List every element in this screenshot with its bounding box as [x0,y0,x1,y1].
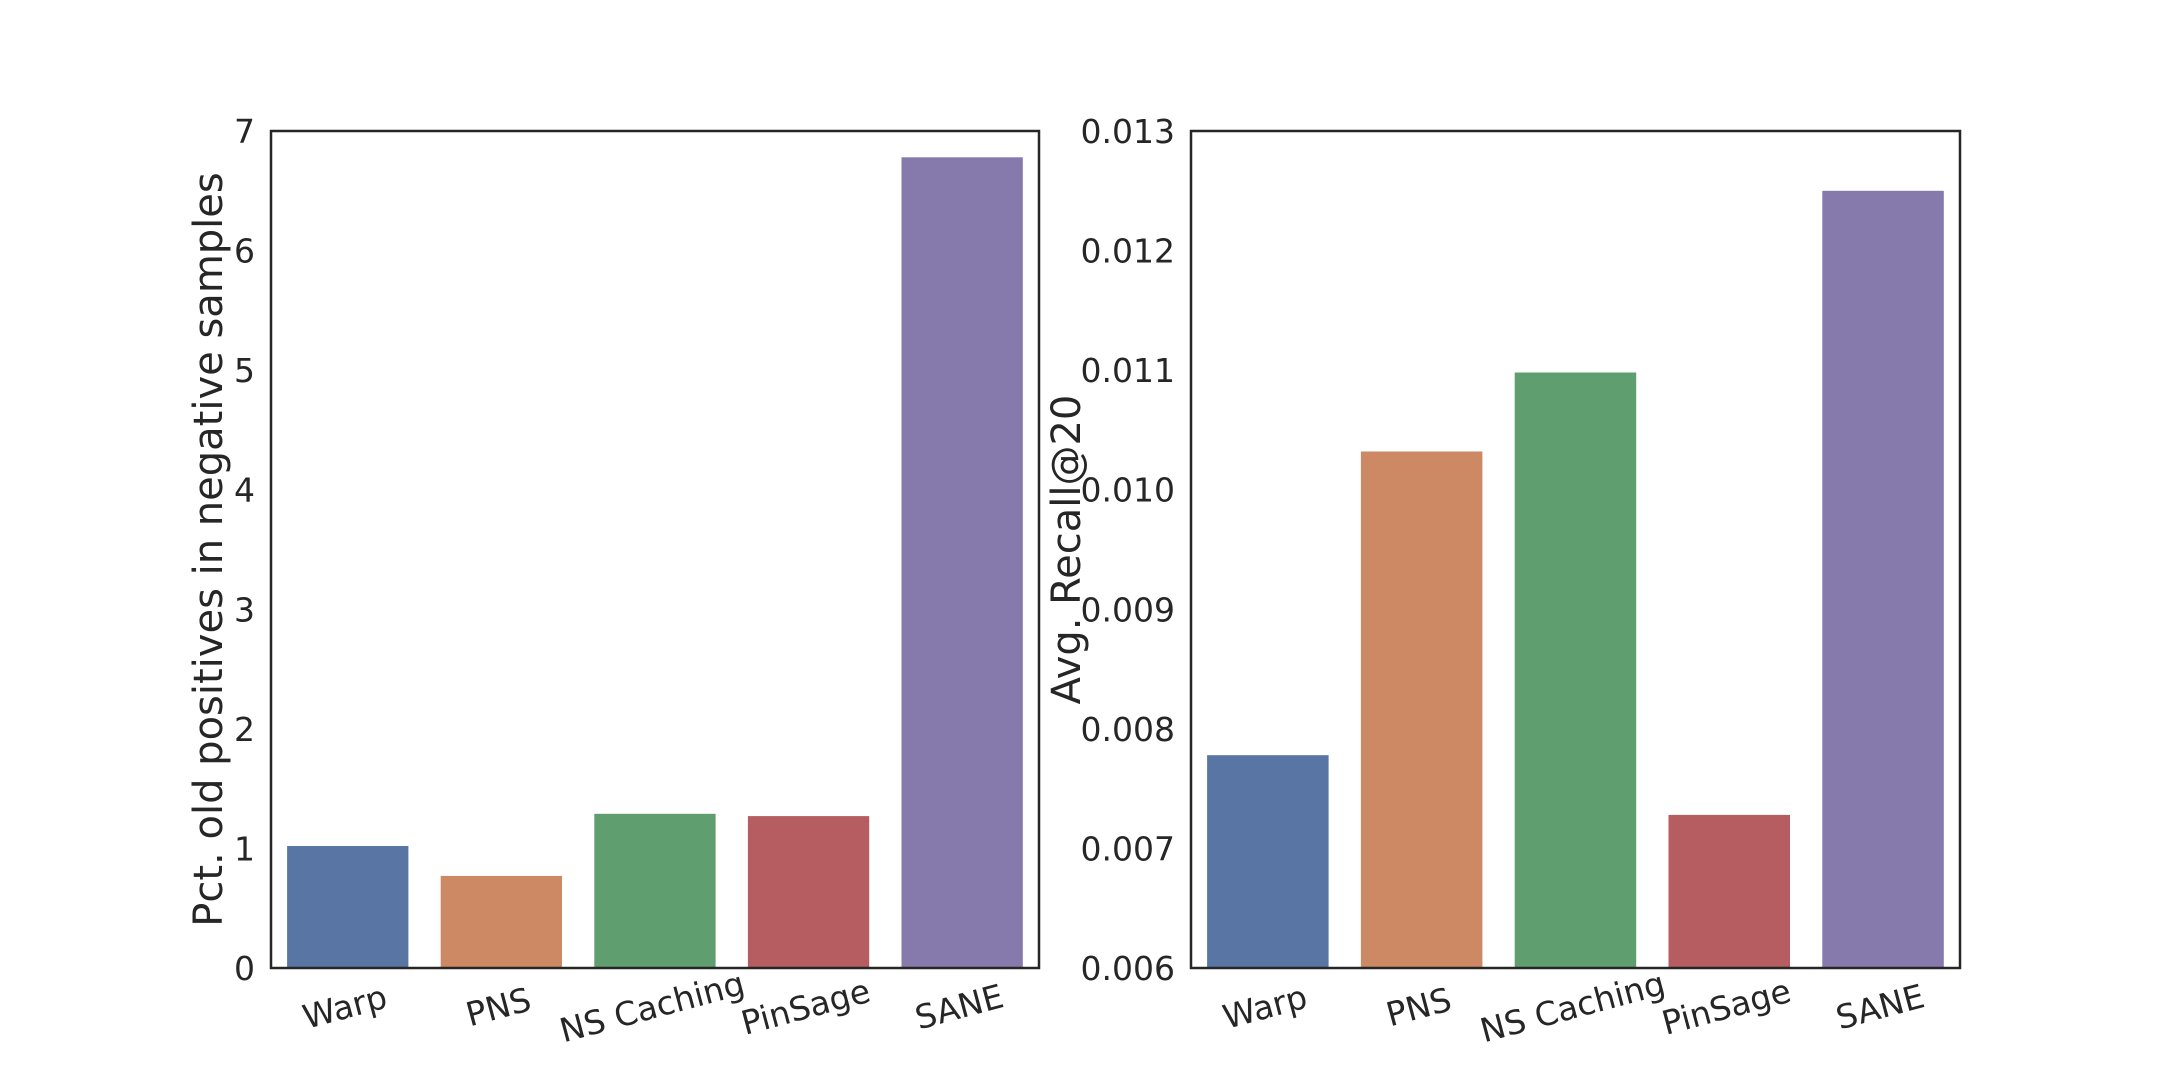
y-tick-label: 3 [234,590,255,629]
bar-sane [901,157,1023,969]
y-tick-label: 6 [234,232,255,271]
plot-frame [1189,129,1962,970]
x-tick-label: Warp [299,977,391,1037]
bar-warp [1207,755,1329,968]
y-tick-label: 0 [234,949,255,988]
bar-warp [287,846,409,968]
y-tick-label: 0.009 [1081,590,1175,629]
y-tick-label: 5 [234,351,255,390]
x-tick-label: SANE [1832,976,1929,1037]
bar-pinsage [1668,814,1790,968]
x-tick-label: PNS [462,980,535,1035]
y-tick-label: 0.008 [1081,710,1175,749]
y-tick-label: 2 [234,710,255,749]
y-tick-label: 0.011 [1081,351,1175,390]
bar-pns [440,875,562,968]
y-tick-label: 7 [234,112,255,151]
x-tick-label: PNS [1382,980,1455,1035]
y-tick-label: 0.006 [1081,949,1175,988]
y-tick-label: 0.013 [1081,112,1175,151]
x-tick-label: NS Caching [1476,964,1669,1051]
y-tick-label: 0.007 [1081,829,1175,868]
bar-pinsage [747,816,870,968]
y-tick-label: 4 [234,471,255,510]
bar-ns-caching [594,813,716,968]
y-tick-label: 0.010 [1081,471,1175,510]
x-tick-label: PinSage [737,971,874,1043]
plot-frame [269,129,1041,970]
x-tick-label: NS Caching [555,964,748,1051]
bar-sane [1822,190,1944,969]
y-tick-label: 0.012 [1081,232,1175,271]
bar-ns-caching [1514,372,1637,968]
y-tick-label: 1 [234,829,255,868]
y-axis-label: Avg. Recall@20 [1044,395,1090,705]
x-tick-label: PinSage [1658,971,1795,1043]
x-tick-label: SANE [911,976,1008,1037]
chart-panel-avg-recall: 0.006 0.007 0.008 0.009 0.010 0.011 0.012 0.013… [1044,112,1962,1051]
bar-pns [1360,451,1483,968]
x-tick-label: Warp [1219,977,1311,1037]
y-axis-label: Pct. old positives in negative samples [186,172,232,926]
